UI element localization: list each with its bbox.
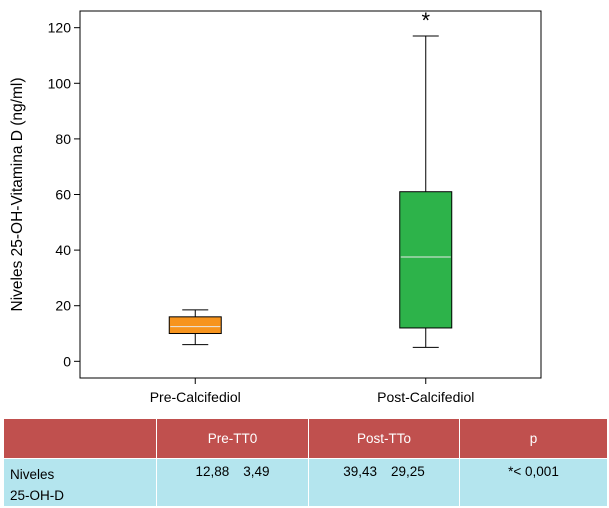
header-empty-cell (3, 418, 157, 459)
y-tick-label: 40 (55, 242, 71, 258)
header-post-tto: Post-TTo (308, 418, 460, 459)
pre-sd: 3,49 (243, 464, 270, 479)
box-plot: 0 20 40 60 80 100 120 Niveles 25-OH-Vitamina D … (9, 8, 542, 405)
y-tick-label: 20 (55, 298, 71, 314)
row-label-line1: Niveles (10, 467, 55, 482)
post-mean: 39,43 (343, 464, 377, 479)
x-tick-label: Pre-Calcifediol (150, 389, 241, 405)
post-sd: 29,25 (391, 464, 425, 479)
row-label-line2: 25-OH-D (10, 488, 65, 503)
pre-mean: 12,88 (195, 464, 230, 479)
post-value-cell: 39,43 29,25 (308, 458, 460, 507)
table-header-row: Pre-TT0 Post-TTo p (3, 418, 608, 459)
y-tick-label: 0 (63, 353, 71, 369)
pre-value-cell: 12,88 3,49 (156, 458, 309, 507)
table-row: Niveles 25-OH-D 12,88 3,49 39,43 29,25 *< … (3, 458, 608, 507)
box-iqr (399, 191, 453, 329)
y-tick-label: 80 (55, 131, 71, 147)
p-value-cell: *< 0,001 (459, 458, 608, 507)
y-axis-label: Niveles 25-OH-Vitamina D (ng/ml) (9, 78, 26, 312)
p-value: *< 0,001 (508, 464, 559, 479)
header-p: p (459, 418, 608, 459)
y-tick-label: 60 (55, 187, 71, 203)
header-pre-tt0: Pre-TT0 (156, 418, 309, 459)
y-tick-label: 120 (48, 20, 72, 36)
outlier-marker: * (421, 8, 430, 33)
y-tick-label: 100 (48, 75, 72, 91)
x-tick-label: Post-Calcifediol (377, 389, 474, 405)
plot-frame (79, 10, 542, 379)
box-iqr (168, 316, 222, 335)
summary-table: Pre-TT0 Post-TTo p Niveles 25-OH-D 12,88… (3, 418, 608, 507)
row-label-cell: Niveles 25-OH-D (3, 458, 157, 507)
